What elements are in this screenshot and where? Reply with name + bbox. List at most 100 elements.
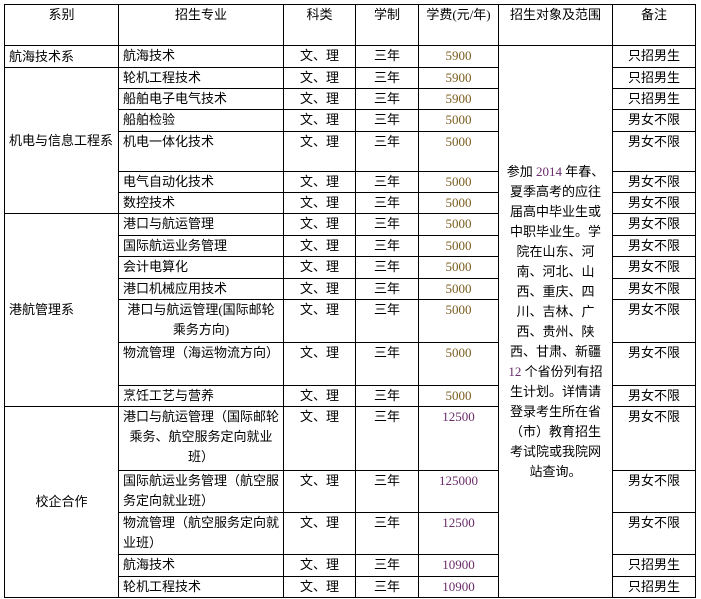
major-cell: 国际航运业务管理（航空服务定向就业班） [118, 470, 284, 513]
table-row: 港航管理系 港口与航运管理 文、理 三年 5000 男女不限 [4, 213, 696, 407]
fee-cell: 5000 [418, 235, 499, 257]
fee-cell: 5000 [418, 131, 499, 172]
table-body: 航海技术系 航海技术 文、理 三年 5900 参加 2014 年春、夏季高考的应往届高中毕… [4, 45, 696, 598]
header-years: 学制 [355, 4, 419, 46]
note-cell: 男女不限 [612, 342, 696, 386]
years-cell: 三年 [355, 554, 419, 577]
subject-cell: 文、理 [283, 131, 356, 172]
years-cell: 三年 [355, 385, 419, 407]
fee-cell: 5900 [418, 88, 499, 110]
note-cell: 只招男生 [612, 576, 696, 598]
years-cell: 三年 [355, 109, 419, 132]
years-cell: 三年 [355, 470, 419, 513]
subject-cell: 文、理 [283, 406, 356, 471]
department-cell: 校企合作 [4, 406, 119, 598]
fee-cell: 12500 [418, 512, 499, 555]
table-row: 船舶检验 文、理 三年 5000 男女不限 [5, 109, 696, 132]
major-cell: 船舶电子电气技术 [118, 88, 284, 110]
fee-cell: 5000 [418, 385, 499, 407]
table-row: 港口与航运管理(国际邮轮乘务方向) 文、理 三年 5000 男女不限 [5, 299, 696, 343]
years-cell: 三年 [355, 131, 419, 172]
subject-cell: 文、理 [283, 213, 356, 236]
table-row: 电气自动化技术 文、理 三年 5000 男女不限 [5, 171, 696, 193]
table-row: 轮机工程技术 文、理 三年 10900 只招男生 [5, 576, 696, 598]
note-cell: 男女不限 [612, 299, 696, 343]
years-cell: 三年 [355, 278, 419, 300]
note-cell: 男女不限 [612, 235, 696, 257]
table-row: 船舶电子电气技术 文、理 三年 5900 只招男生 [5, 88, 696, 110]
header-subject: 科类 [283, 4, 356, 46]
subject-cell: 文、理 [283, 192, 356, 214]
scope-province-count: 12 [508, 363, 522, 379]
years-cell: 三年 [355, 576, 419, 598]
years-cell: 三年 [355, 299, 419, 343]
years-cell: 三年 [355, 256, 419, 279]
major-cell: 烹饪工艺与营养 [118, 385, 284, 407]
subject-cell: 文、理 [283, 67, 356, 89]
note-cell: 男女不限 [612, 192, 696, 214]
major-cell: 船舶检验 [118, 109, 284, 132]
department-cell: 港航管理系 [4, 213, 119, 407]
table-row: 物流管理（海运物流方向） 文、理 三年 5000 男女不限 [5, 342, 696, 386]
years-cell: 三年 [355, 342, 419, 386]
header-major: 招生专业 [118, 4, 284, 46]
fee-cell: 5000 [418, 192, 499, 214]
table-row: 会计电算化 文、理 三年 5000 男女不限 [5, 256, 696, 279]
fee-cell: 5000 [418, 342, 499, 386]
years-cell: 三年 [355, 171, 419, 193]
note-cell: 男女不限 [612, 256, 696, 279]
note-cell: 只招男生 [612, 88, 696, 110]
table-row: 数控技术 文、理 三年 5000 男女不限 [5, 192, 696, 214]
note-cell: 只招男生 [612, 67, 696, 89]
header-department: 系别 [4, 4, 119, 46]
subject-cell: 文、理 [283, 576, 356, 598]
major-cell: 港口与航运管理 [118, 213, 284, 236]
table-row: 物流管理（航空服务定向就业班） 文、理 三年 12500 男女不限 [5, 512, 696, 555]
major-cell: 国际航运业务管理 [118, 235, 284, 257]
table-row: 国际航运业务管理（航空服务定向就业班） 文、理 三年 125000 男女不限 [5, 470, 696, 513]
major-cell: 物流管理（航空服务定向就业班） [118, 512, 284, 555]
fee-cell: 125000 [418, 470, 499, 513]
scope-text: 参加 [506, 163, 536, 179]
years-cell: 三年 [355, 192, 419, 214]
note-cell: 男女不限 [612, 109, 696, 132]
note-cell: 男女不限 [612, 213, 696, 236]
years-cell: 三年 [355, 45, 419, 68]
table-row: 港口机械应用技术 文、理 三年 5000 男女不限 [5, 278, 696, 300]
major-cell: 会计电算化 [118, 256, 284, 279]
table-row: 航海技术 文、理 三年 10900 只招男生 [5, 554, 696, 577]
header-scope: 招生对象及范围 [498, 4, 613, 46]
department-cell: 机电与信息工程系 [4, 67, 119, 214]
subject-cell: 文、理 [283, 554, 356, 577]
years-cell: 三年 [355, 235, 419, 257]
fee-cell: 5900 [418, 67, 499, 89]
major-cell: 港口机械应用技术 [118, 278, 284, 300]
fee-cell: 5000 [418, 213, 499, 236]
subject-cell: 文、理 [283, 470, 356, 513]
major-cell: 机电一体化技术 [118, 131, 284, 172]
fee-cell: 10900 [418, 576, 499, 598]
note-cell: 男女不限 [612, 171, 696, 193]
major-cell: 港口与航运管理（国际邮轮乘务、航空服务定向就业班） [118, 406, 284, 471]
subject-cell: 文、理 [283, 109, 356, 132]
years-cell: 三年 [355, 67, 419, 89]
scope-cell: 参加 2014 年春、夏季高考的应往届高中毕业生或中职毕业生。学院在山东、河南、… [498, 45, 613, 598]
table-row: 烹饪工艺与营养 文、理 三年 5000 男女不限 [5, 385, 696, 407]
subject-cell: 文、理 [283, 299, 356, 343]
scope-text: 年春、夏季高考的应往届高中毕业生或中职毕业生。学院在山东、河南、河北、山西、重庆… [509, 163, 605, 359]
years-cell: 三年 [355, 213, 419, 236]
header-row: 系别 招生专业 科类 学制 学费(元/年) 招生对象及范围 备注 [4, 4, 696, 46]
fee-cell: 10900 [418, 554, 499, 577]
fee-cell: 5000 [418, 171, 499, 193]
note-cell: 男女不限 [612, 278, 696, 300]
scope-year: 2014 [536, 163, 562, 179]
major-cell: 数控技术 [118, 192, 284, 214]
note-cell: 男女不限 [612, 512, 696, 555]
major-cell: 港口与航运管理(国际邮轮乘务方向) [118, 299, 284, 343]
department-cell: 航海技术系 [4, 45, 119, 68]
subject-cell: 文、理 [283, 45, 356, 68]
fee-cell: 12500 [418, 406, 499, 471]
header-note: 备注 [612, 4, 696, 46]
subject-cell: 文、理 [283, 278, 356, 300]
table-row: 航海技术系 航海技术 文、理 三年 5900 参加 2014 年春、夏季高考的应往届高中毕… [4, 45, 696, 598]
